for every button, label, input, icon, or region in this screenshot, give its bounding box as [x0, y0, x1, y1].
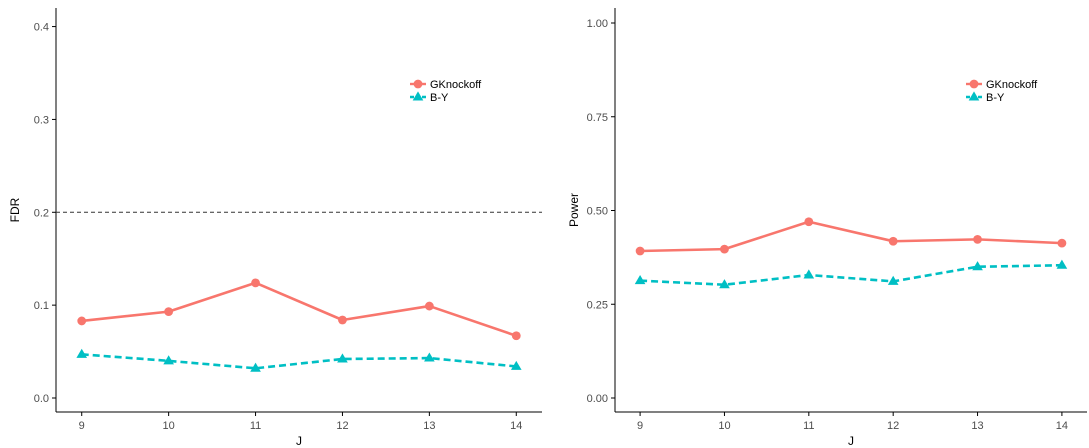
data-point-gknockoff [511, 331, 521, 341]
y-tick-label: 0.25 [587, 299, 608, 311]
y-axis-title: FDR [8, 197, 22, 222]
data-point-b-y [163, 355, 174, 365]
legend-label: B-Y [986, 92, 1005, 104]
data-point-b-y [337, 353, 348, 363]
data-point-gknockoff [1057, 238, 1067, 248]
legend-label: GKnockoff [986, 79, 1038, 91]
data-point-gknockoff [164, 307, 174, 317]
legend-marker-triangle [412, 91, 424, 101]
data-point-b-y [719, 279, 730, 289]
x-tick-label: 11 [803, 420, 814, 432]
series-line-gknockoff [640, 220, 1062, 253]
y-tick-label: 1.00 [587, 18, 608, 30]
x-tick-label: 14 [1056, 420, 1068, 432]
y-tick-label: 0.0 [34, 393, 49, 405]
x-tick-label: 9 [79, 420, 85, 432]
series-line-gknockoff [81, 281, 517, 338]
x-tick-label: 12 [336, 420, 348, 432]
data-point-b-y [424, 352, 435, 362]
data-point-b-y [972, 261, 983, 271]
y-tick-label: 0.00 [587, 393, 608, 405]
y-tick-label: 0.1 [34, 300, 49, 312]
y-tick-label: 0.2 [34, 207, 49, 219]
data-point-b-y [634, 275, 646, 285]
series-line-b-y [81, 353, 517, 370]
x-tick-label: 10 [718, 420, 730, 432]
power-panel: 0.00 0.25 0.50 0.75 1.00 9 10 11 12 13 14 J Power GKn… [567, 8, 1087, 448]
data-point-gknockoff [973, 234, 982, 244]
fdr-panel: 0.0 0.1 0.2 0.3 0.4 9 10 11 12 13 14 J FDR GKnockoffB… [8, 8, 542, 448]
data-point-gknockoff [635, 246, 645, 256]
y-axis-title: Power [567, 193, 581, 227]
data-point-gknockoff [251, 278, 260, 288]
x-tick-label: 12 [887, 420, 899, 432]
legend-marker-circle [413, 79, 423, 89]
y-tick-label: 0.4 [34, 22, 49, 34]
data-point-gknockoff [424, 301, 434, 311]
legend-label: B-Y [430, 92, 449, 104]
x-axis-title: J [296, 434, 302, 448]
data-point-b-y [510, 360, 522, 370]
x-tick-label: 10 [163, 420, 175, 432]
x-axis-title: J [848, 434, 854, 448]
y-tick-label: 0.3 [34, 114, 49, 126]
data-point-gknockoff [720, 244, 729, 254]
x-tick-label: 14 [510, 420, 522, 432]
series-line-b-y [640, 263, 1062, 287]
x-tick-label: 9 [637, 420, 643, 432]
data-point-gknockoff [77, 316, 87, 326]
x-tick-label: 11 [250, 420, 261, 432]
data-point-gknockoff [338, 315, 347, 325]
data-point-gknockoff [804, 217, 814, 227]
y-tick-label: 0.50 [587, 206, 608, 218]
y-tick-label: 0.75 [587, 112, 608, 124]
data-point-b-y [803, 269, 815, 279]
data-point-b-y [250, 362, 261, 372]
x-tick-label: 13 [971, 420, 983, 432]
legend-label: GKnockoff [430, 79, 482, 91]
data-point-b-y [887, 275, 899, 285]
data-point-gknockoff [888, 236, 898, 246]
legend-marker-circle [969, 79, 979, 89]
legend-marker-triangle [968, 91, 980, 101]
x-tick-label: 13 [423, 420, 435, 432]
data-point-b-y [76, 348, 88, 358]
data-point-b-y [1056, 259, 1068, 269]
